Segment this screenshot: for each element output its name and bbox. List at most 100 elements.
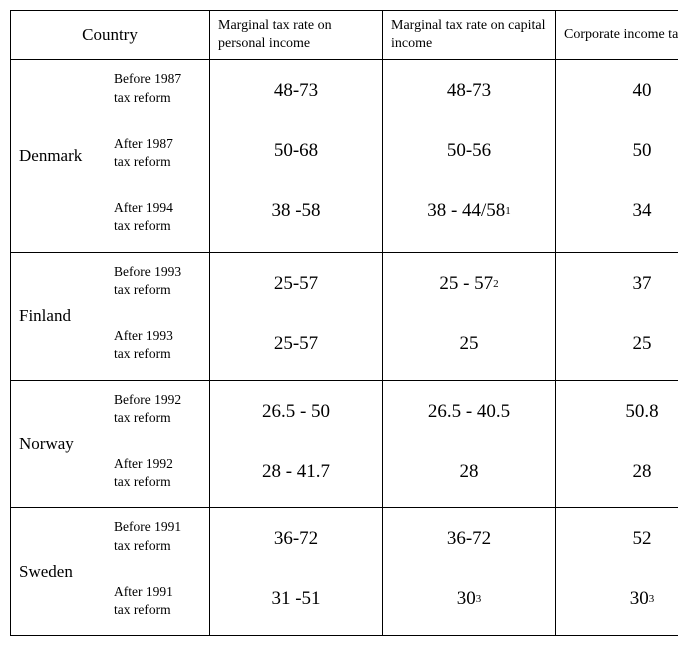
value-corporate: 303 <box>560 578 678 620</box>
period-label-line1: After 1991 <box>114 583 205 601</box>
value-text: 25 <box>633 333 652 355</box>
period-label: Before 1993tax reform <box>114 263 205 299</box>
value-text: 31 -51 <box>271 588 320 610</box>
table-row: Denmark Before 1987tax reform After 1987 ta… <box>11 60 678 252</box>
value-personal: 36-72 <box>214 518 378 560</box>
period-label-line1: After 1994 <box>114 199 205 217</box>
value-capital: 28 <box>387 451 551 493</box>
value-text: 30 <box>457 588 476 610</box>
value-capital: 48-73 <box>387 70 551 112</box>
value-corporate: 25 <box>560 323 678 365</box>
period-label: After 1991tax reform <box>114 583 205 619</box>
value-personal: 50-68 <box>214 130 378 172</box>
value-personal: 25-57 <box>214 323 378 365</box>
value-text: 25 - 57 <box>439 273 493 295</box>
period-label-line1: After 1987 <box>114 135 205 153</box>
value-capital: 303 <box>387 578 551 620</box>
value-cell-capital: 25 - 572 25 <box>383 252 556 380</box>
period-label-line1: Before 1993 <box>114 263 205 281</box>
country-cell: Sweden <box>11 508 111 636</box>
period-label-line2: tax reform <box>114 537 205 555</box>
value-text: 50 <box>633 140 652 162</box>
value-personal: 25-57 <box>214 263 378 305</box>
value-corporate: 50.8 <box>560 391 678 433</box>
value-personal: 31 -51 <box>214 578 378 620</box>
country-cell: Denmark <box>11 60 111 252</box>
period-label-line2: tax reform <box>114 89 205 107</box>
value-text: 40 <box>633 80 652 102</box>
period-label: After 1992tax reform <box>114 455 205 491</box>
period-label-line1: After 1993 <box>114 327 205 345</box>
value-cell-corporate: 40 50 34 <box>556 60 678 252</box>
table-row: FinlandBefore 1993tax reformAfter 1993ta… <box>11 252 678 380</box>
value-cell-personal: 26.5 - 50 28 - 41.7 <box>210 380 383 508</box>
value-capital: 38 - 44/581 <box>387 190 551 232</box>
value-capital: 25 - 572 <box>387 263 551 305</box>
value-text: 25-57 <box>274 273 318 295</box>
country-cell: Finland <box>11 252 111 380</box>
value-capital: 25 <box>387 323 551 365</box>
value-capital: 50-56 <box>387 130 551 172</box>
value-text: 36-72 <box>274 528 318 550</box>
value-text: 50-68 <box>274 140 318 162</box>
periods-cell: Before 1992tax reformAfter 1992tax refor… <box>110 380 210 508</box>
value-text: 38 -58 <box>271 200 320 222</box>
value-cell-corporate: 50.8 28 <box>556 380 678 508</box>
value-cell-capital: 36-72 303 <box>383 508 556 636</box>
value-text: 36-72 <box>447 528 491 550</box>
period-label: Before 1992tax reform <box>114 391 205 427</box>
col-capital: Marginal tax rate on capital income <box>383 11 556 60</box>
value-capital: 26.5 - 40.5 <box>387 391 551 433</box>
value-cell-personal: 25-57 25-57 <box>210 252 383 380</box>
period-label: After 1993tax reform <box>114 327 205 363</box>
country-name: Denmark <box>19 146 82 165</box>
period-label-line2: tax reform <box>114 409 205 427</box>
country-cell: Norway <box>11 380 111 508</box>
value-text: 25-57 <box>274 333 318 355</box>
value-text: 28 - 41.7 <box>262 461 330 483</box>
period-label: Before 1987tax reform <box>114 70 205 106</box>
value-personal: 38 -58 <box>214 190 378 232</box>
value-text: 48-73 <box>447 80 491 102</box>
table-row: NorwayBefore 1992tax reformAfter 1992tax… <box>11 380 678 508</box>
value-text: 30 <box>630 588 649 610</box>
col-corporate: Corporate income tax rate <box>556 11 678 60</box>
country-name: Sweden <box>19 562 73 581</box>
period-label-line1: Before 1992 <box>114 391 205 409</box>
header-row: Country Marginal tax rate on personal in… <box>11 11 678 60</box>
tax-table-container: Country Marginal tax rate on personal in… <box>10 10 668 636</box>
value-capital: 36-72 <box>387 518 551 560</box>
value-corporate: 34 <box>560 190 678 232</box>
periods-cell: Before 1991tax reformAfter 1991tax refor… <box>110 508 210 636</box>
period-label-line2: tax reform <box>114 601 205 619</box>
period-label: Before 1991tax reform <box>114 518 205 554</box>
value-text: 50.8 <box>625 401 658 423</box>
country-name: Finland <box>19 306 71 325</box>
period-label-line1: After 1992 <box>114 455 205 473</box>
value-text: 50-56 <box>447 140 491 162</box>
value-text: 25 <box>460 333 479 355</box>
value-text: 26.5 - 40.5 <box>428 401 510 423</box>
value-personal: 48-73 <box>214 70 378 112</box>
value-personal: 28 - 41.7 <box>214 451 378 493</box>
value-corporate: 28 <box>560 451 678 493</box>
periods-cell: Before 1987tax reform After 1987 tax refor… <box>110 60 210 252</box>
value-text: 52 <box>633 528 652 550</box>
value-cell-capital: 26.5 - 40.5 28 <box>383 380 556 508</box>
value-text: 28 <box>633 461 652 483</box>
value-cell-personal: 48-73 50-68 38 -58 <box>210 60 383 252</box>
value-text: 26.5 - 50 <box>262 401 330 423</box>
tax-table: Country Marginal tax rate on personal in… <box>10 10 678 636</box>
value-text: 34 <box>633 200 652 222</box>
period-label-line2: tax reform <box>114 345 205 363</box>
value-text: 38 - 44/58 <box>427 200 505 222</box>
col-country: Country <box>11 11 210 60</box>
country-name: Norway <box>19 434 74 453</box>
value-cell-personal: 36-72 31 -51 <box>210 508 383 636</box>
table-row: SwedenBefore 1991tax reformAfter 1991tax… <box>11 508 678 636</box>
period-label: After 1994tax reform <box>114 199 205 235</box>
periods-cell: Before 1993tax reformAfter 1993tax refor… <box>110 252 210 380</box>
value-personal: 26.5 - 50 <box>214 391 378 433</box>
period-label-line2: tax reform <box>114 217 205 235</box>
value-text: 28 <box>460 461 479 483</box>
